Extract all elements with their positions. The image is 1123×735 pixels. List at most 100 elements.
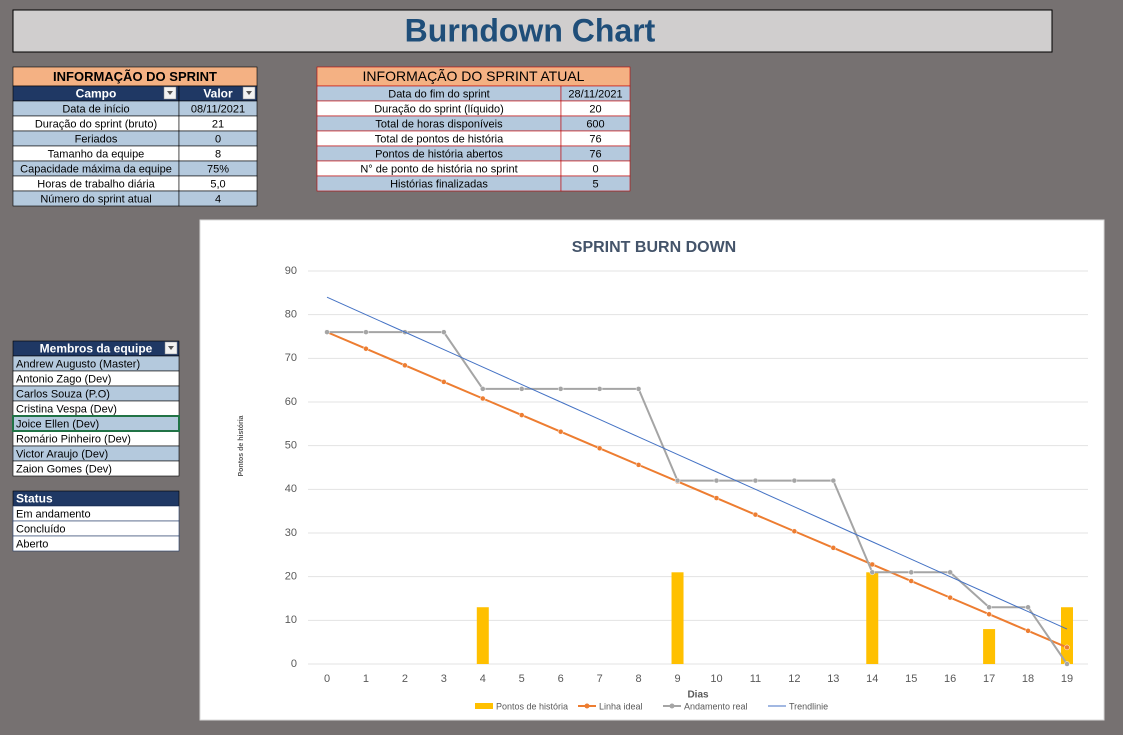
x-axis-label: Dias (687, 690, 709, 701)
x-tick-label: 13 (827, 673, 839, 685)
status-item: Aberto (16, 538, 48, 550)
team-member: Joice Ellen (Dev) (16, 418, 99, 430)
field-value-cell (178, 190, 258, 207)
x-tick-label: 19 (1061, 673, 1073, 685)
field-value: 20 (589, 103, 601, 115)
field-label: Total de horas disponíveis (375, 118, 503, 130)
list-header: Membros da equipe (40, 342, 153, 356)
field-label: Feriados (75, 133, 118, 145)
column-header: Campo (76, 87, 117, 101)
team-member: Antonio Zago (Dev) (16, 373, 111, 385)
team-member: Romário Pinheiro (Dev) (16, 433, 131, 445)
status-item: Em andamento (16, 508, 91, 520)
marker (791, 477, 798, 484)
page-title: Burndown Chart (405, 12, 656, 48)
y-tick-label: 20 (285, 571, 297, 583)
y-tick-label: 40 (285, 483, 297, 495)
legend-label: Linha ideal (599, 701, 643, 711)
field-value: 28/11/2021 (568, 88, 622, 100)
x-tick-label: 6 (558, 673, 564, 685)
marker (324, 329, 330, 335)
marker (480, 395, 486, 402)
marker (1064, 644, 1070, 651)
table-title: INFORMAÇÃO DO SPRINT (53, 69, 217, 84)
field-label: Histórias finalizadas (390, 178, 488, 190)
field-label: Número do sprint atual (40, 193, 151, 205)
y-tick-label: 30 (285, 527, 297, 539)
x-tick-label: 8 (636, 673, 642, 685)
field-label: Duração do sprint (líquido) (374, 103, 504, 115)
dropdown-arrow (167, 91, 173, 95)
bar (1061, 607, 1073, 664)
field-label: Total de pontos de história (375, 133, 504, 145)
y-axis-label: Pontos de história (238, 415, 245, 476)
dropdown-arrow (246, 91, 252, 95)
marker (441, 379, 447, 385)
field-label: Data do fim do sprint (388, 88, 490, 100)
field-value: 21 (212, 118, 224, 130)
y-tick-label: 70 (285, 352, 297, 364)
marker (674, 477, 681, 484)
field-value-cell (560, 175, 631, 192)
field-label: N° de ponto de história no sprint (360, 163, 517, 175)
marker (830, 477, 837, 484)
y-tick-label: 90 (285, 265, 297, 277)
field-value: 8 (215, 148, 221, 160)
y-tick-label: 60 (285, 396, 297, 408)
x-tick-label: 16 (944, 673, 956, 685)
marker (596, 386, 603, 392)
marker (1025, 628, 1031, 634)
x-tick-label: 5 (519, 673, 525, 685)
bar (476, 607, 489, 664)
field-label: Horas de trabalho diária (37, 178, 155, 190)
marker (1025, 604, 1031, 610)
y-tick-label: 10 (285, 614, 297, 626)
marker (713, 477, 720, 484)
marker (363, 345, 369, 352)
marker (908, 578, 914, 584)
marker (947, 569, 953, 576)
bar (671, 572, 684, 664)
team-member: Cristina Vespa (Dev) (16, 403, 117, 415)
x-tick-label: 12 (788, 673, 800, 685)
marker (830, 545, 837, 551)
field-value: 0 (592, 163, 598, 175)
x-tick-label: 10 (710, 673, 722, 685)
y-tick-label: 80 (285, 309, 297, 321)
dropdown-arrow (168, 346, 174, 350)
field-value: 76 (589, 148, 601, 160)
title-box (12, 9, 1053, 53)
legend-swatch (475, 703, 493, 709)
bar (983, 629, 996, 664)
field-label: Tamanho da equipe (48, 148, 145, 160)
field-value: 76 (589, 133, 601, 145)
field-label: Duração do sprint (bruto) (35, 118, 157, 130)
marker (635, 386, 642, 392)
x-tick-label: 2 (402, 673, 408, 685)
x-tick-label: 11 (750, 673, 761, 685)
field-value: 08/11/2021 (191, 103, 245, 115)
marker (480, 386, 486, 392)
series-line (326, 296, 1068, 630)
marker (402, 362, 408, 369)
legend-label: Trendlinie (789, 701, 828, 711)
field-value: 75% (207, 163, 229, 175)
team-member: Victor Araujo (Dev) (16, 448, 108, 460)
x-tick-label: 3 (441, 673, 447, 685)
marker (518, 386, 525, 392)
field-label: Data de início (62, 103, 129, 115)
legend-label: Andamento real (684, 701, 748, 711)
legend-label: Pontos de história (496, 701, 568, 711)
field-label: Capacidade máxima da equipe (20, 163, 172, 175)
marker (791, 528, 798, 535)
team-member: Zaion Gomes (Dev) (16, 463, 112, 475)
field-value: 5,0 (210, 178, 225, 190)
list-header: Status (16, 492, 53, 506)
marker (1064, 661, 1070, 667)
marker (908, 569, 914, 576)
y-tick-label: 0 (291, 658, 297, 670)
marker (947, 594, 953, 601)
team-member: Carlos Souza (P.O) (16, 388, 110, 400)
legend-marker (584, 703, 590, 709)
